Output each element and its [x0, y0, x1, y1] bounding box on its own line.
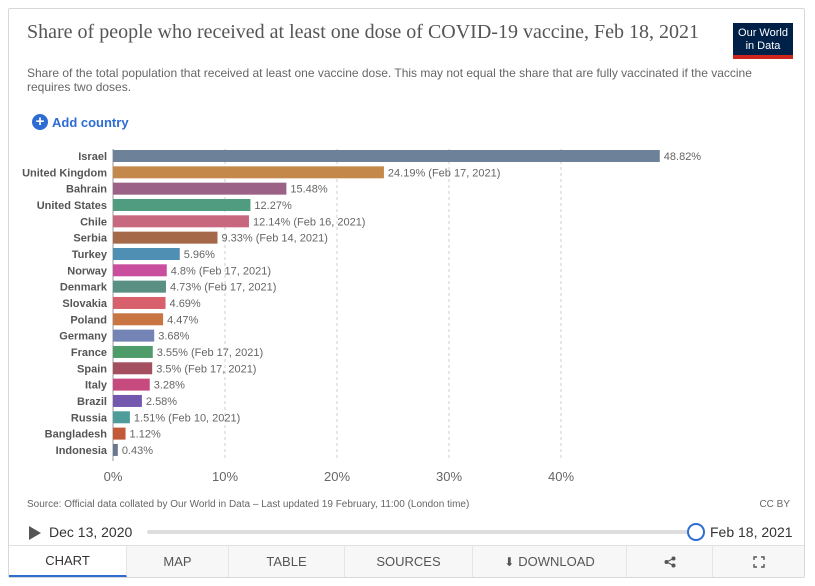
- bar: [113, 378, 150, 391]
- category-label: Poland: [70, 314, 107, 326]
- x-tick-label: 40%: [548, 469, 574, 484]
- category-label: Brazil: [77, 396, 107, 408]
- fullscreen-icon: [752, 555, 765, 568]
- value-label: 1.12%: [130, 429, 161, 441]
- bar: [113, 443, 118, 456]
- tab-bar: CHART MAP TABLE SOURCES ⬇ DOWNLOAD: [9, 545, 804, 577]
- value-label: 4.73% (Feb 17, 2021): [170, 282, 276, 294]
- bar: [113, 362, 153, 375]
- value-label: 3.68%: [158, 331, 189, 343]
- tab-map[interactable]: MAP: [127, 546, 229, 577]
- fullscreen-button[interactable]: [713, 546, 804, 577]
- value-label: 0.43%: [122, 445, 153, 457]
- chart-subtitle: Share of the total population that recei…: [27, 66, 752, 94]
- play-icon[interactable]: [29, 526, 41, 540]
- value-label: 1.51% (Feb 10, 2021): [134, 412, 240, 424]
- timeline: Dec 13, 2020 Feb 18, 2021: [27, 521, 797, 543]
- category-label: Russia: [71, 412, 108, 424]
- value-label: 3.55% (Feb 17, 2021): [157, 347, 263, 359]
- category-label: Germany: [59, 331, 108, 343]
- bar: [113, 264, 167, 277]
- value-label: 24.19% (Feb 17, 2021): [388, 167, 501, 179]
- bar: [113, 411, 130, 424]
- value-label: 3.28%: [154, 380, 185, 392]
- logo-line-1: Our World: [738, 27, 788, 39]
- x-tick-label: 20%: [324, 469, 350, 484]
- tab-table[interactable]: TABLE: [229, 546, 345, 577]
- value-label: 5.96%: [184, 249, 215, 261]
- category-label: Serbia: [73, 233, 108, 245]
- category-label: Turkey: [72, 249, 108, 261]
- category-label: Spain: [77, 363, 107, 375]
- category-label: United States: [37, 200, 107, 212]
- value-label: 4.69%: [170, 298, 201, 310]
- tab-chart[interactable]: CHART: [9, 546, 127, 577]
- tab-download-label: DOWNLOAD: [518, 554, 595, 569]
- value-label: 9.33% (Feb 14, 2021): [221, 233, 327, 245]
- category-label: United Kingdom: [22, 167, 107, 179]
- owid-logo[interactable]: Our World in Data: [733, 23, 793, 59]
- category-label: Israel: [78, 151, 107, 163]
- logo-line-2: in Data: [745, 40, 781, 52]
- share-icon: [664, 556, 675, 567]
- value-label: 4.8% (Feb 17, 2021): [171, 265, 271, 277]
- category-label: Bahrain: [66, 184, 107, 196]
- bar: [113, 345, 153, 358]
- value-label: 48.82%: [664, 151, 702, 163]
- download-icon: ⬇: [504, 554, 515, 569]
- value-label: 12.14% (Feb 16, 2021): [253, 216, 366, 228]
- tab-sources[interactable]: SOURCES: [345, 546, 473, 577]
- license-link[interactable]: CC BY: [759, 499, 790, 510]
- plus-circle-icon: +: [32, 114, 48, 130]
- value-label: 3.5% (Feb 17, 2021): [156, 363, 256, 375]
- value-label: 12.27%: [254, 200, 292, 212]
- x-tick-label: 0%: [104, 469, 123, 484]
- bar: [113, 198, 251, 211]
- share-button[interactable]: [627, 546, 713, 577]
- source-note: Source: Official data collated by Our Wo…: [27, 499, 470, 510]
- category-label: Italy: [85, 380, 108, 392]
- bar: [113, 296, 166, 309]
- bar-chart: 0% 10% 20% 30% 40% Israel 48.82% United Kingdom…: [22, 149, 702, 484]
- value-label: 4.47%: [167, 314, 198, 326]
- bar: [113, 150, 660, 162]
- timeline-handle[interactable]: [687, 523, 705, 541]
- chart-title: Share of people who received at least on…: [27, 21, 700, 43]
- add-country-label: Add country: [52, 114, 129, 130]
- bar: [113, 427, 126, 440]
- timeline-track[interactable]: [147, 530, 695, 534]
- bar: [113, 280, 166, 293]
- x-tick-label: 10%: [212, 469, 238, 484]
- category-label: Indonesia: [56, 445, 108, 457]
- category-label: Chile: [80, 216, 107, 228]
- value-label: 15.48%: [290, 184, 328, 196]
- bar: [113, 215, 249, 228]
- tab-download[interactable]: ⬇ DOWNLOAD: [473, 546, 627, 577]
- bar: [113, 166, 384, 179]
- chart-frame: Share of people who received at least on…: [8, 8, 805, 578]
- category-label: France: [71, 347, 107, 359]
- category-label: Denmark: [60, 282, 108, 294]
- category-label: Bangladesh: [45, 429, 108, 441]
- bar: [113, 329, 155, 342]
- bar: [113, 313, 164, 326]
- bar: [113, 394, 142, 407]
- timeline-end-date: Feb 18, 2021: [710, 524, 793, 540]
- category-label: Norway: [67, 265, 108, 277]
- x-tick-label: 30%: [436, 469, 462, 484]
- value-label: 2.58%: [146, 396, 177, 408]
- add-country-button[interactable]: + Add country: [32, 114, 129, 130]
- bar: [113, 247, 180, 260]
- timeline-start-date: Dec 13, 2020: [49, 524, 133, 540]
- bar: [113, 231, 218, 244]
- category-label: Slovakia: [62, 298, 108, 310]
- bar: [113, 182, 287, 195]
